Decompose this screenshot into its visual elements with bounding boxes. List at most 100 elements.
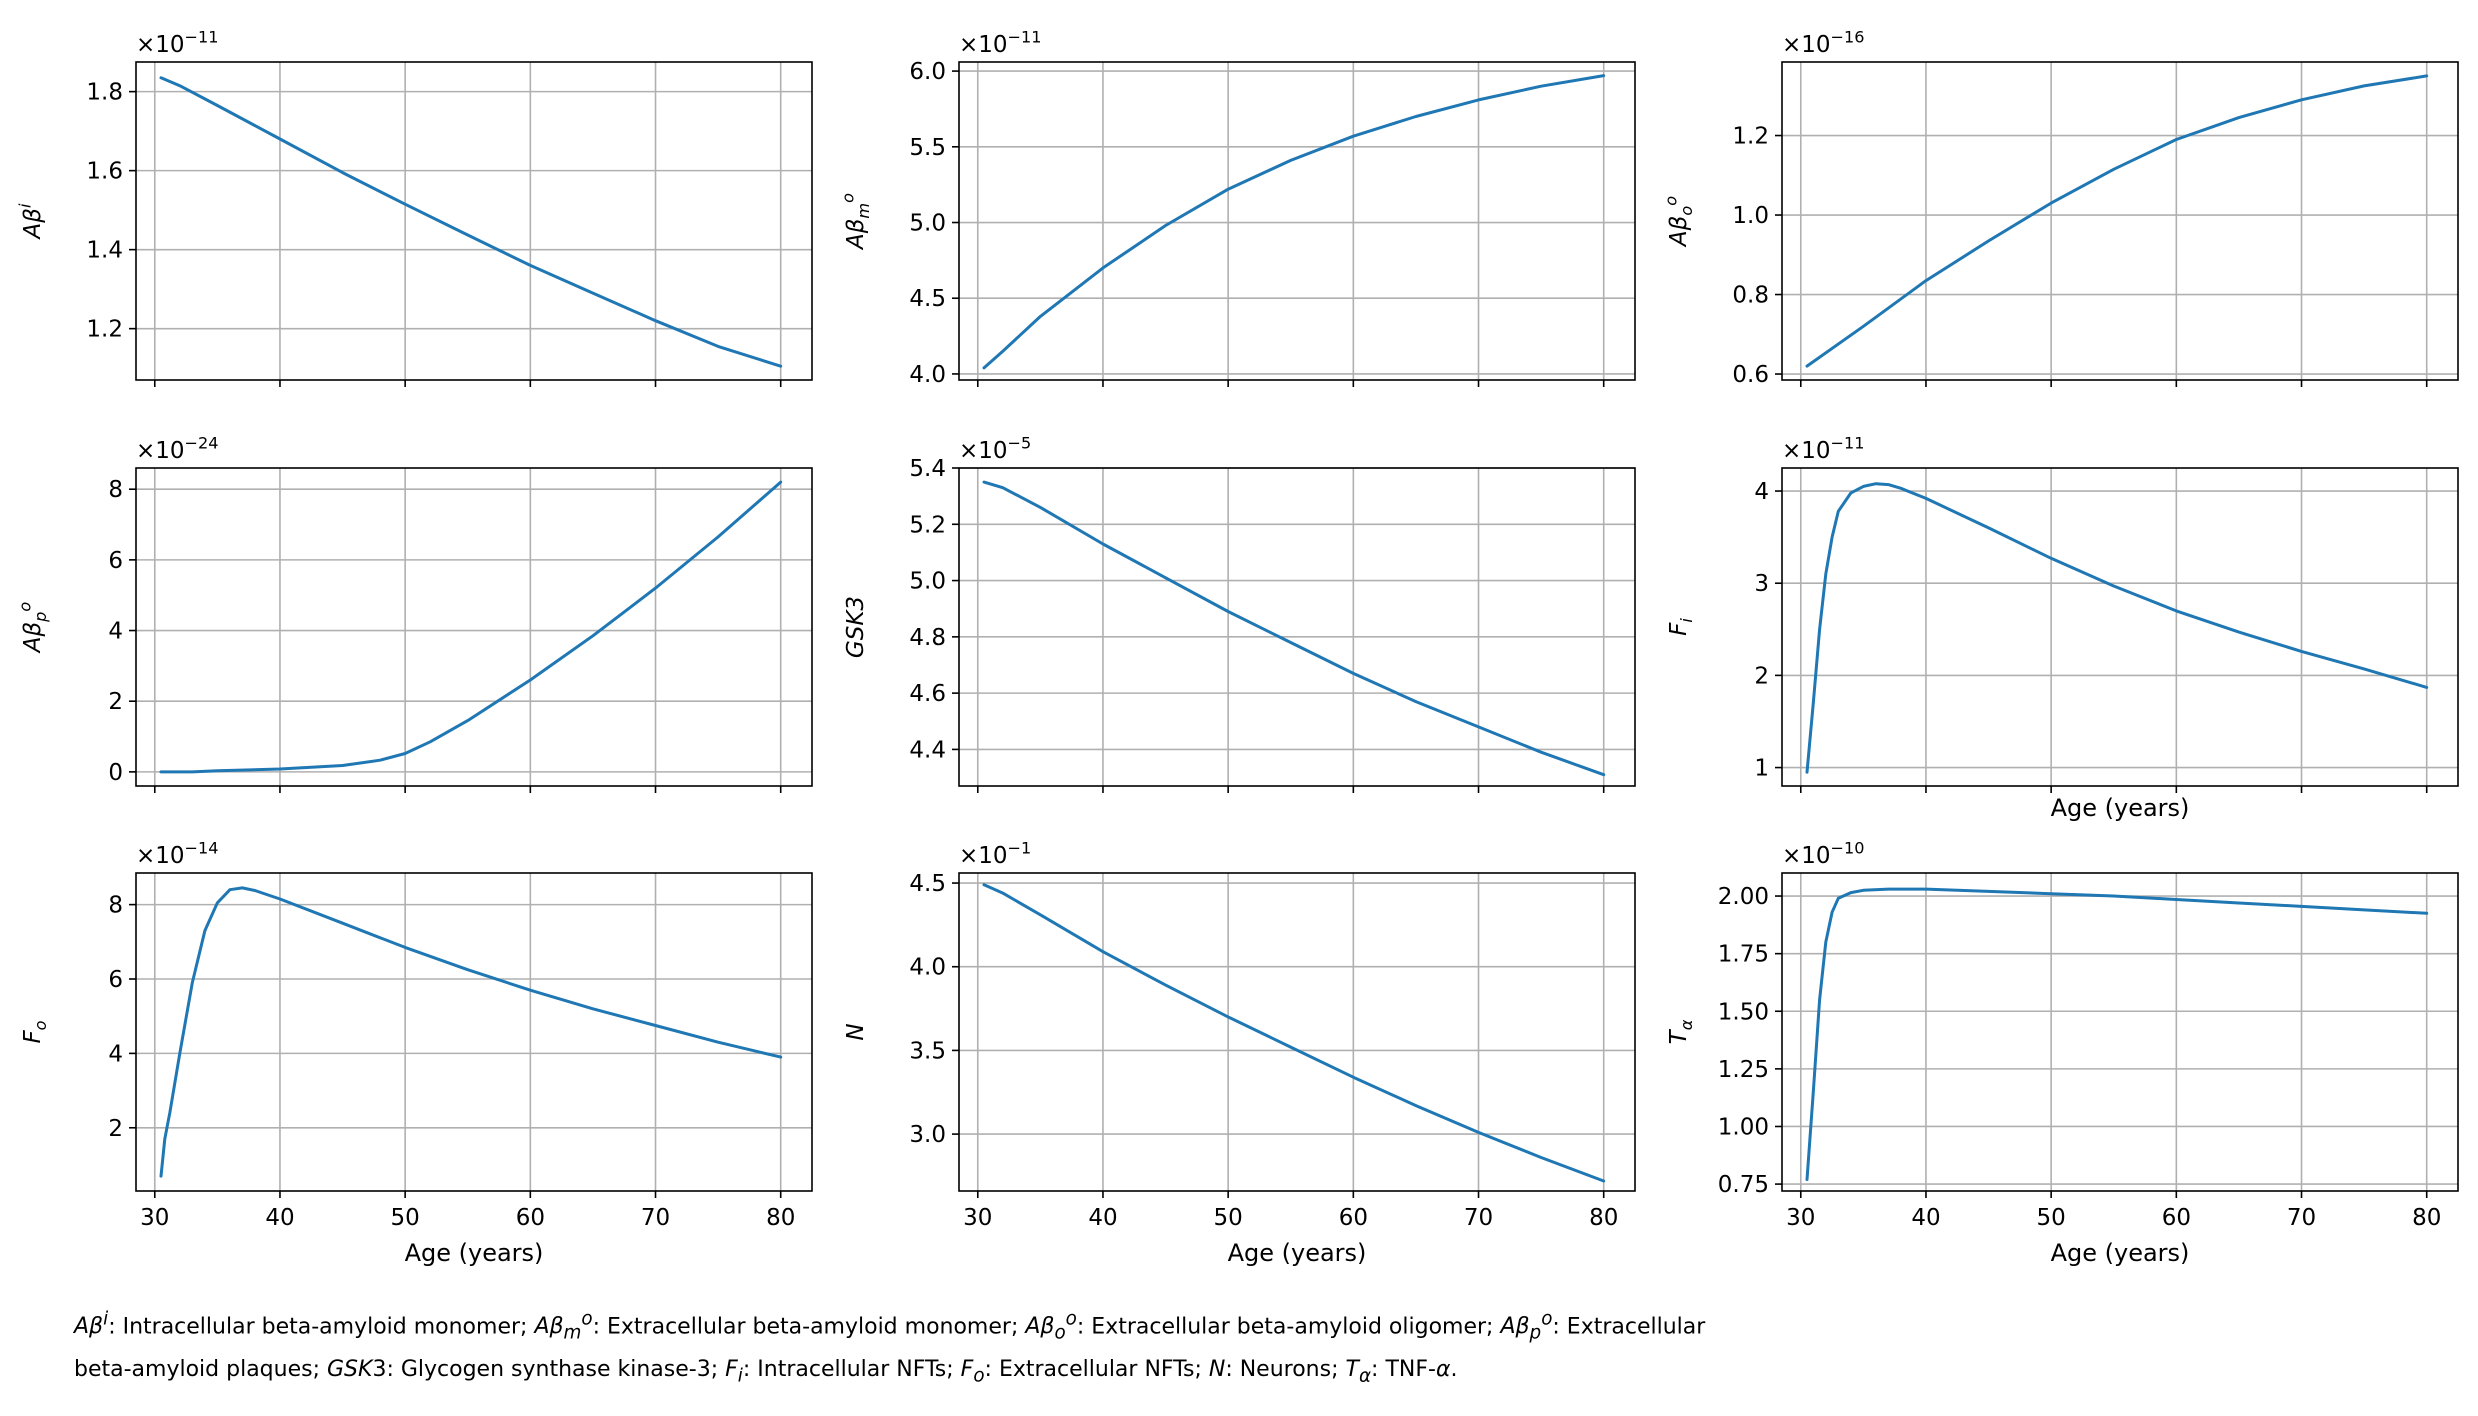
y-tick-label: 8	[108, 893, 123, 919]
series-line	[1805, 482, 2429, 774]
axes-frame	[1781, 872, 2459, 1192]
axis-exponent-label: ×10−24​	[136, 433, 219, 464]
y-axis-label: Tα​	[1666, 1019, 1696, 1044]
axes-frame	[135, 872, 813, 1192]
y-tick-label: 6.0	[909, 59, 946, 85]
axes-frame	[958, 467, 1636, 787]
x-axis-label: Age (years)	[405, 1239, 544, 1267]
y-tick-label: 1.50	[1718, 999, 1769, 1025]
x-tick-label: 50	[2037, 1205, 2066, 1231]
subplot-7: 30 40 50 60 70 80 2 4 6 8 ×10−14​ Fo​ Age (years)	[20, 838, 813, 1267]
y-tick-label: 5.0	[909, 211, 946, 237]
axes-frame	[135, 61, 813, 381]
series-line	[159, 76, 783, 368]
axis-exponent-label: ×10−11​	[136, 27, 219, 58]
x-tick-label: 80	[2412, 1205, 2441, 1231]
x-tick-label: 60	[516, 1205, 545, 1231]
axis-exponent-label: ×10−14​	[136, 838, 219, 869]
y-tick-label: 1.0	[1732, 203, 1769, 229]
y-tick-label: 4	[108, 1041, 123, 1067]
y-tick-label: 4.8	[909, 625, 946, 651]
y-tick-label: 4.5	[909, 871, 946, 897]
figure-caption: Aβi: Intracellular beta-amyloid monomer;…	[74, 1302, 1834, 1394]
subplot-9: 30 40 50 60 70 80 0.75 1.00 1.25 1.50 1.75 2.00 ×10−…	[1666, 838, 2459, 1267]
axis-exponent-label: ×10−16​	[1782, 27, 1865, 58]
y-axis-label: GSK3	[843, 596, 869, 658]
y-tick-label: 3	[1754, 571, 1769, 597]
axis-exponent-label: ×10−5​	[959, 433, 1031, 464]
x-tick-label: 50	[1214, 1205, 1243, 1231]
subplot-6: 1 2 3 4 ×10−11​ Fi​ Age (years)	[1666, 433, 2459, 822]
subplot-4: 0 2 4 6 8 ×10−24​ Aβp​o​	[15, 433, 813, 793]
y-tick-label: 0.6	[1732, 362, 1769, 388]
y-tick-label: 1	[1754, 756, 1769, 782]
x-tick-label: 70	[641, 1205, 670, 1231]
y-tick-label: 4.0	[909, 955, 946, 981]
subplot-1: 1.2 1.4 1.6 1.8 ×10−11​ Aβi​	[15, 27, 813, 387]
x-tick-label: 80	[766, 1205, 795, 1231]
y-axis-label: Aβm​o​	[838, 193, 872, 251]
x-axis-label: Age (years)	[2051, 1239, 2190, 1267]
y-tick-label: 4	[108, 619, 123, 645]
axis-exponent-label: ×10−11​	[959, 27, 1042, 58]
y-tick-label: 2.00	[1718, 884, 1769, 910]
x-axis-label: Age (years)	[2051, 794, 2190, 822]
y-axis-label: Aβp​o​	[15, 602, 49, 655]
y-axis-label: Fo​	[20, 1020, 50, 1043]
y-tick-label: 5.2	[909, 512, 946, 538]
y-tick-label: 4.0	[909, 362, 946, 388]
x-tick-label: 30	[963, 1205, 992, 1231]
series-line	[982, 74, 1606, 370]
x-tick-label: 40	[1088, 1205, 1117, 1231]
axes-frame	[958, 872, 1636, 1192]
figure-canvas: 1.2 1.4 1.6 1.8 ×10−11​ Aβi​ 4.0 4.5 5.0 5.5 6.0 ×1…	[15, 27, 2459, 1267]
subplot-2: 4.0 4.5 5.0 5.5 6.0 ×10−11​ Aβm​o​	[838, 27, 1636, 388]
caption-line-1: Aβi: Intracellular beta-amyloid monomer;…	[74, 1309, 1706, 1344]
x-tick-label: 70	[1464, 1205, 1493, 1231]
subplot-5: 4.4 4.6 4.8 5.0 5.2 5.4 ×10−5​ GSK3	[843, 433, 1636, 793]
caption-line-2: beta-amyloid plaques; GSK3: Glycogen syn…	[74, 1356, 1458, 1387]
y-tick-label: 5.5	[909, 135, 946, 161]
y-tick-label: 0	[108, 760, 123, 786]
series-line	[982, 480, 1606, 777]
y-tick-label: 4.5	[909, 286, 946, 312]
y-tick-label: 1.75	[1718, 942, 1769, 968]
y-tick-label: 5.4	[909, 456, 946, 482]
x-tick-label: 60	[2162, 1205, 2191, 1231]
axes-frame	[135, 467, 813, 787]
y-tick-label: 4.4	[909, 737, 946, 763]
y-tick-label: 8	[108, 477, 123, 503]
x-tick-label: 60	[1339, 1205, 1368, 1231]
y-tick-label: 6	[108, 548, 123, 574]
series-line	[1805, 74, 2429, 368]
y-tick-label: 1.6	[86, 159, 123, 185]
axes-frame	[958, 61, 1636, 381]
series-line	[159, 886, 783, 1178]
y-axis-label: N	[843, 1023, 869, 1040]
x-tick-label: 30	[1786, 1205, 1815, 1231]
y-tick-label: 2	[1754, 663, 1769, 689]
y-tick-label: 1.8	[86, 80, 123, 106]
x-tick-label: 50	[391, 1205, 420, 1231]
y-tick-label: 0.75	[1718, 1172, 1769, 1198]
x-tick-label: 70	[2287, 1205, 2316, 1231]
x-tick-label: 80	[1589, 1205, 1618, 1231]
series-line	[159, 480, 783, 774]
y-tick-label: 1.25	[1718, 1057, 1769, 1083]
y-tick-label: 0.8	[1732, 283, 1769, 309]
x-tick-label: 30	[140, 1205, 169, 1231]
series-line	[982, 883, 1606, 1183]
y-axis-label: Aβo​o​	[1661, 196, 1695, 248]
y-tick-label: 1.2	[1732, 124, 1769, 150]
axis-exponent-label: ×10−11​	[1782, 433, 1865, 464]
y-tick-label: 6	[108, 967, 123, 993]
axis-exponent-label: ×10−1​	[959, 838, 1031, 869]
y-tick-label: 2	[108, 1116, 123, 1142]
y-tick-label: 3.5	[909, 1038, 946, 1064]
y-tick-label: 3.0	[909, 1122, 946, 1148]
y-tick-label: 1.4	[86, 238, 123, 264]
x-tick-label: 40	[1911, 1205, 1940, 1231]
y-tick-label: 2	[108, 689, 123, 715]
y-tick-label: 4.6	[909, 681, 946, 707]
axis-exponent-label: ×10−10​	[1782, 838, 1865, 869]
